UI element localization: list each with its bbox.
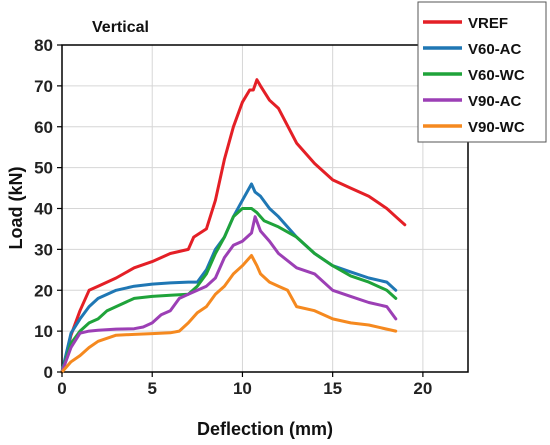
x-ticks: 0 5 10 15 20 xyxy=(57,372,432,398)
series-line-vref xyxy=(60,78,407,374)
legend: VREF V60-AC V60-WC V90-AC V90-WC xyxy=(417,1,547,143)
x-tick-label: 10 xyxy=(233,379,252,398)
legend-label: V90-WC xyxy=(468,119,525,136)
y-axis-title: Load (kN) xyxy=(6,166,26,249)
x-tick-label: 0 xyxy=(57,379,66,398)
legend-label: V60-WC xyxy=(468,67,525,84)
legend-label: V90-AC xyxy=(468,93,522,110)
y-tick-label: 20 xyxy=(34,281,53,300)
legend-box xyxy=(417,1,547,143)
x-tick-label: 20 xyxy=(413,379,432,398)
x-axis-title: Deflection (mm) xyxy=(197,419,333,439)
series-line-v90-ac xyxy=(60,215,398,374)
y-tick-label: 70 xyxy=(34,77,53,96)
series-line-v60-wc xyxy=(60,207,398,374)
series-line-v90-wc xyxy=(60,254,398,374)
y-tick-label: 10 xyxy=(34,322,53,341)
panel-title: Vertical xyxy=(92,19,149,36)
y-tick-label: 50 xyxy=(34,159,53,178)
x-tick-label: 15 xyxy=(323,379,342,398)
legend-label: VREF xyxy=(468,15,508,32)
y-tick-label: 30 xyxy=(34,240,53,259)
y-tick-label: 0 xyxy=(44,363,53,382)
x-tick-label: 5 xyxy=(147,379,156,398)
y-tick-label: 40 xyxy=(34,200,53,219)
y-tick-label: 80 xyxy=(34,36,53,55)
series-lines xyxy=(60,78,407,374)
legend-label: V60-AC xyxy=(468,41,522,58)
y-tick-label: 60 xyxy=(34,118,53,137)
y-ticks: 0 10 20 30 40 50 60 70 80 xyxy=(34,36,62,382)
